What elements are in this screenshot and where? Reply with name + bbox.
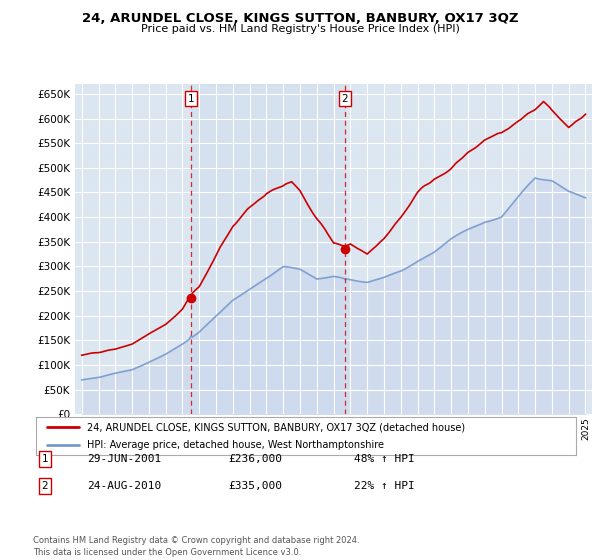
Text: Contains HM Land Registry data © Crown copyright and database right 2024.
This d: Contains HM Land Registry data © Crown c… bbox=[33, 536, 359, 557]
Text: 48% ↑ HPI: 48% ↑ HPI bbox=[354, 454, 415, 464]
Text: 24, ARUNDEL CLOSE, KINGS SUTTON, BANBURY, OX17 3QZ: 24, ARUNDEL CLOSE, KINGS SUTTON, BANBURY… bbox=[82, 12, 518, 25]
Text: 24, ARUNDEL CLOSE, KINGS SUTTON, BANBURY, OX17 3QZ (detached house): 24, ARUNDEL CLOSE, KINGS SUTTON, BANBURY… bbox=[88, 422, 466, 432]
Text: 2: 2 bbox=[41, 481, 49, 491]
Text: £236,000: £236,000 bbox=[228, 454, 282, 464]
Text: HPI: Average price, detached house, West Northamptonshire: HPI: Average price, detached house, West… bbox=[88, 440, 385, 450]
Text: 22% ↑ HPI: 22% ↑ HPI bbox=[354, 481, 415, 491]
Text: Price paid vs. HM Land Registry's House Price Index (HPI): Price paid vs. HM Land Registry's House … bbox=[140, 24, 460, 34]
Text: 29-JUN-2001: 29-JUN-2001 bbox=[87, 454, 161, 464]
Text: 1: 1 bbox=[188, 94, 194, 104]
Text: 24-AUG-2010: 24-AUG-2010 bbox=[87, 481, 161, 491]
Text: £335,000: £335,000 bbox=[228, 481, 282, 491]
Text: 2: 2 bbox=[341, 94, 348, 104]
Text: 1: 1 bbox=[41, 454, 49, 464]
